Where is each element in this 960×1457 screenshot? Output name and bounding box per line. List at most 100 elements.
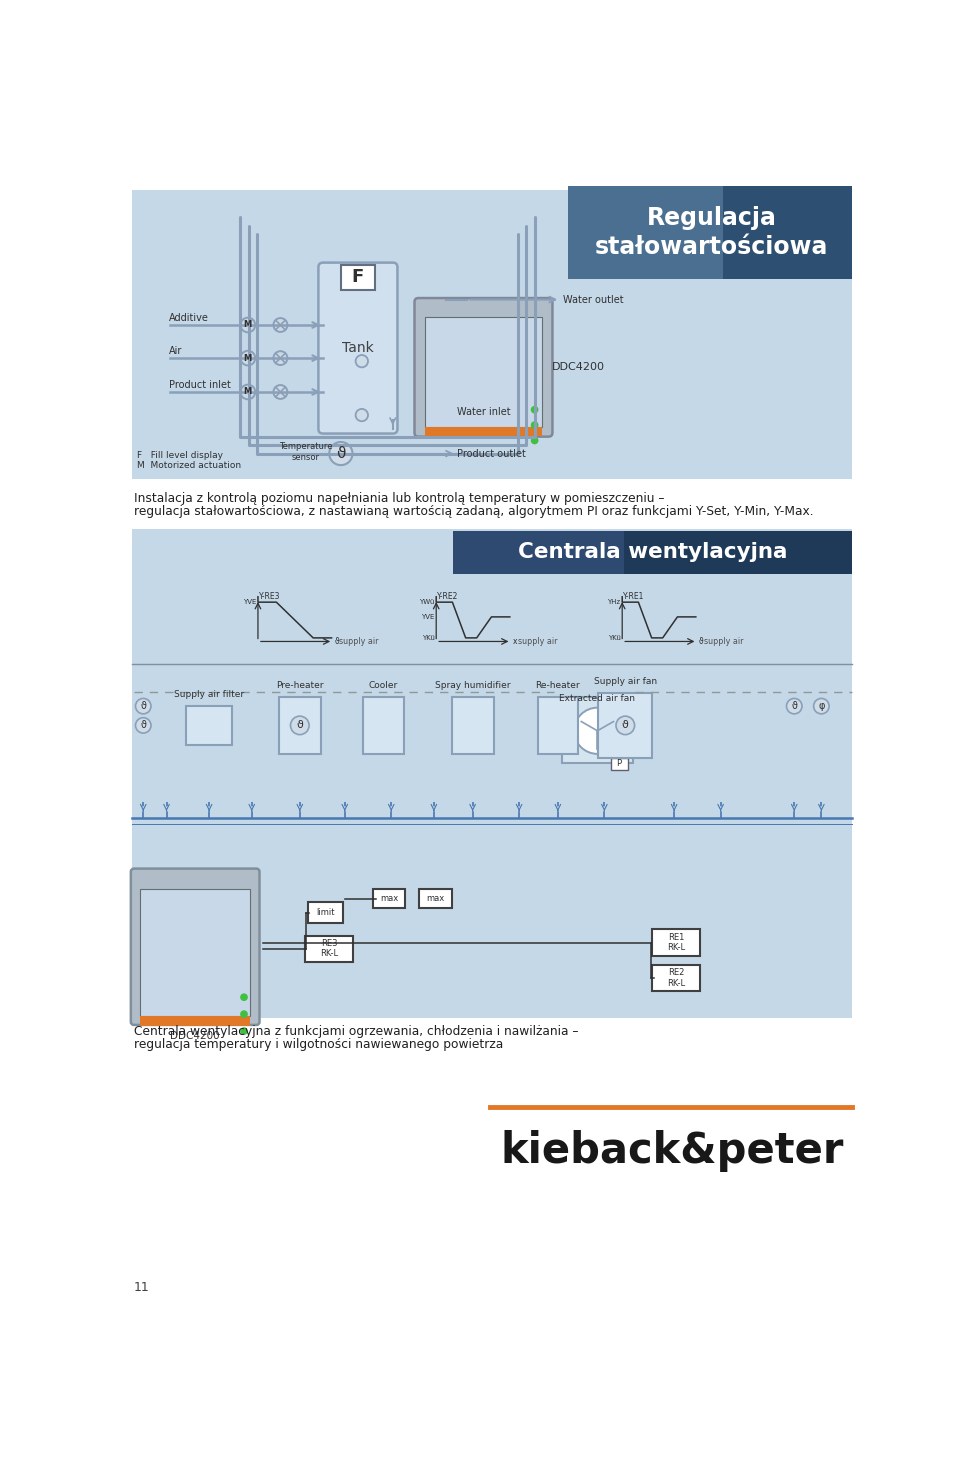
FancyBboxPatch shape bbox=[424, 427, 542, 436]
Text: M: M bbox=[244, 388, 252, 396]
FancyBboxPatch shape bbox=[305, 935, 353, 962]
Text: supply air: supply air bbox=[704, 637, 743, 645]
Text: Product outlet: Product outlet bbox=[457, 449, 526, 459]
Text: F   Fill level display: F Fill level display bbox=[137, 452, 223, 460]
Text: Tank: Tank bbox=[342, 341, 373, 356]
Text: ϑ: ϑ bbox=[336, 446, 346, 460]
FancyBboxPatch shape bbox=[372, 889, 405, 908]
Text: Centrala wentylacyjna z funkcjami ogrzewania, chłodzenia i nawilżania –: Centrala wentylacyjna z funkcjami ogrzew… bbox=[134, 1024, 579, 1037]
FancyBboxPatch shape bbox=[568, 186, 723, 278]
FancyBboxPatch shape bbox=[132, 191, 852, 479]
Text: M: M bbox=[244, 354, 252, 363]
Circle shape bbox=[616, 717, 635, 734]
Circle shape bbox=[240, 1010, 248, 1018]
Circle shape bbox=[241, 385, 255, 399]
Text: Centrala wentylacyjna: Centrala wentylacyjna bbox=[517, 542, 787, 562]
Text: Air: Air bbox=[169, 345, 182, 356]
Circle shape bbox=[531, 421, 539, 428]
FancyBboxPatch shape bbox=[562, 696, 633, 763]
Circle shape bbox=[355, 409, 368, 421]
Circle shape bbox=[240, 1027, 248, 1034]
FancyBboxPatch shape bbox=[131, 868, 259, 1024]
Text: Cooler: Cooler bbox=[369, 680, 398, 691]
FancyBboxPatch shape bbox=[453, 532, 624, 574]
Text: Re-heater: Re-heater bbox=[536, 680, 580, 691]
Circle shape bbox=[241, 351, 255, 366]
Text: YKü: YKü bbox=[608, 635, 621, 641]
Text: Temperature
sensor: Temperature sensor bbox=[279, 443, 333, 462]
Text: M  Motorized actuation: M Motorized actuation bbox=[137, 462, 241, 471]
FancyBboxPatch shape bbox=[653, 965, 701, 991]
Text: Product inlet: Product inlet bbox=[169, 380, 230, 389]
FancyBboxPatch shape bbox=[140, 889, 251, 1016]
Text: Supply air fan: Supply air fan bbox=[593, 678, 657, 686]
FancyBboxPatch shape bbox=[424, 318, 542, 427]
Text: regulacja temperatury i wilgotności nawiewanego powietrza: regulacja temperatury i wilgotności nawi… bbox=[134, 1039, 503, 1052]
FancyBboxPatch shape bbox=[278, 696, 321, 753]
Circle shape bbox=[135, 698, 151, 714]
Text: Supply air filter: Supply air filter bbox=[174, 691, 244, 699]
FancyBboxPatch shape bbox=[453, 532, 852, 574]
Text: F: F bbox=[351, 268, 364, 286]
Circle shape bbox=[814, 698, 829, 714]
Text: YWü: YWü bbox=[420, 599, 435, 605]
Text: RE1
RK-L: RE1 RK-L bbox=[667, 932, 685, 953]
Text: Pre-heater: Pre-heater bbox=[276, 680, 324, 691]
Text: RE2
RK-L: RE2 RK-L bbox=[667, 969, 685, 988]
Text: x: x bbox=[513, 637, 517, 645]
Circle shape bbox=[240, 994, 248, 1001]
Text: YHz: YHz bbox=[608, 599, 621, 605]
Circle shape bbox=[786, 698, 802, 714]
Text: Extracted air fan: Extracted air fan bbox=[560, 694, 636, 702]
Circle shape bbox=[291, 717, 309, 734]
Text: Spray humidifier: Spray humidifier bbox=[435, 680, 511, 691]
FancyBboxPatch shape bbox=[415, 299, 552, 437]
Text: regulacja stałowartościowa, z nastawianą wartością zadaną, algorytmem PI oraz fu: regulacja stałowartościowa, z nastawianą… bbox=[134, 504, 813, 517]
Circle shape bbox=[355, 356, 368, 367]
Circle shape bbox=[329, 441, 352, 465]
Circle shape bbox=[241, 318, 255, 332]
FancyBboxPatch shape bbox=[186, 707, 232, 745]
FancyBboxPatch shape bbox=[420, 889, 452, 908]
Circle shape bbox=[531, 437, 539, 444]
Text: φ: φ bbox=[818, 701, 825, 711]
Text: ϑ: ϑ bbox=[297, 720, 303, 730]
Text: Regulacja
stałowartościowa: Regulacja stałowartościowa bbox=[594, 205, 828, 259]
Text: M: M bbox=[244, 321, 252, 329]
FancyBboxPatch shape bbox=[598, 694, 653, 758]
Text: DDC4200: DDC4200 bbox=[552, 363, 605, 373]
Text: supply air: supply air bbox=[517, 637, 557, 645]
Text: Additive: Additive bbox=[169, 313, 208, 322]
Text: ϑ: ϑ bbox=[791, 701, 797, 711]
FancyBboxPatch shape bbox=[538, 696, 578, 753]
Text: ϑ: ϑ bbox=[140, 720, 146, 730]
FancyBboxPatch shape bbox=[319, 262, 397, 434]
Text: Y-RE3: Y-RE3 bbox=[259, 592, 280, 600]
Text: supply air: supply air bbox=[339, 637, 379, 645]
Text: YKü: YKü bbox=[421, 635, 435, 641]
FancyBboxPatch shape bbox=[363, 696, 404, 753]
Circle shape bbox=[135, 718, 151, 733]
Text: Y-RE1: Y-RE1 bbox=[623, 592, 644, 600]
Circle shape bbox=[274, 385, 287, 399]
Text: ϑ: ϑ bbox=[622, 720, 629, 730]
Text: max: max bbox=[426, 895, 444, 903]
Text: kieback&peter: kieback&peter bbox=[500, 1131, 844, 1173]
FancyBboxPatch shape bbox=[341, 265, 375, 290]
FancyBboxPatch shape bbox=[653, 930, 701, 956]
Text: Y-RE2: Y-RE2 bbox=[437, 592, 458, 600]
Circle shape bbox=[274, 318, 287, 332]
Circle shape bbox=[274, 351, 287, 366]
Text: YVE: YVE bbox=[421, 613, 435, 619]
FancyBboxPatch shape bbox=[132, 529, 852, 1018]
Circle shape bbox=[531, 407, 539, 414]
FancyBboxPatch shape bbox=[452, 696, 493, 753]
Text: DDC4200: DDC4200 bbox=[170, 1030, 220, 1040]
Circle shape bbox=[574, 708, 621, 753]
Text: max: max bbox=[380, 895, 398, 903]
FancyBboxPatch shape bbox=[140, 1016, 251, 1026]
Text: RE3
RK-L: RE3 RK-L bbox=[321, 938, 338, 959]
Text: ϑ: ϑ bbox=[140, 701, 146, 711]
FancyBboxPatch shape bbox=[307, 902, 344, 922]
Text: P: P bbox=[616, 759, 622, 768]
